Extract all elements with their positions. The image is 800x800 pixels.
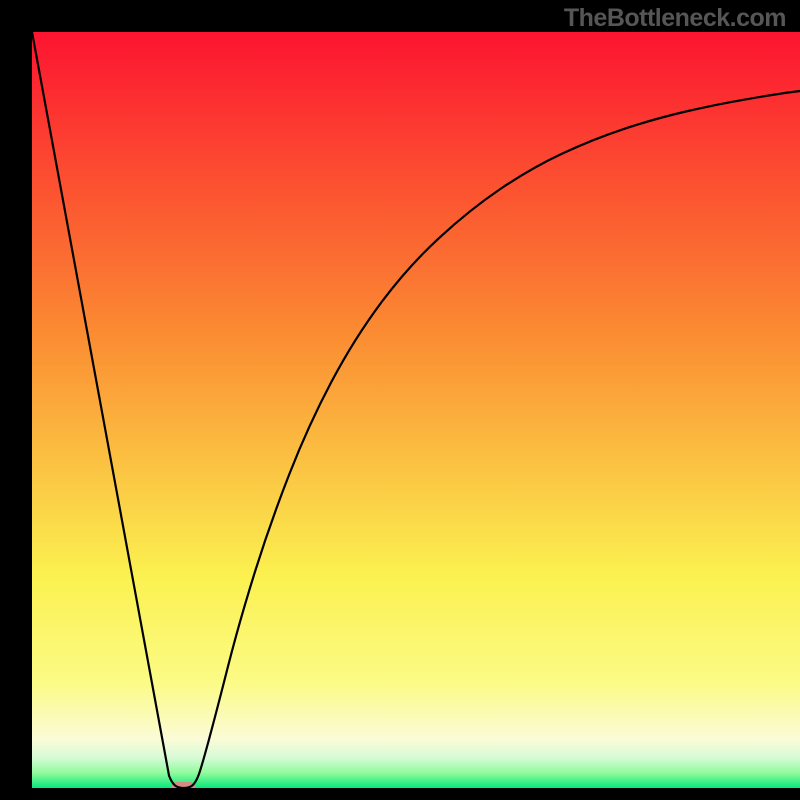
- plot-area: [32, 32, 800, 788]
- gradient-background: [32, 32, 800, 788]
- bottleneck-chart: [32, 32, 800, 788]
- watermark-text: TheBottleneck.com: [564, 4, 786, 33]
- chart-container: TheBottleneck.com: [0, 0, 800, 800]
